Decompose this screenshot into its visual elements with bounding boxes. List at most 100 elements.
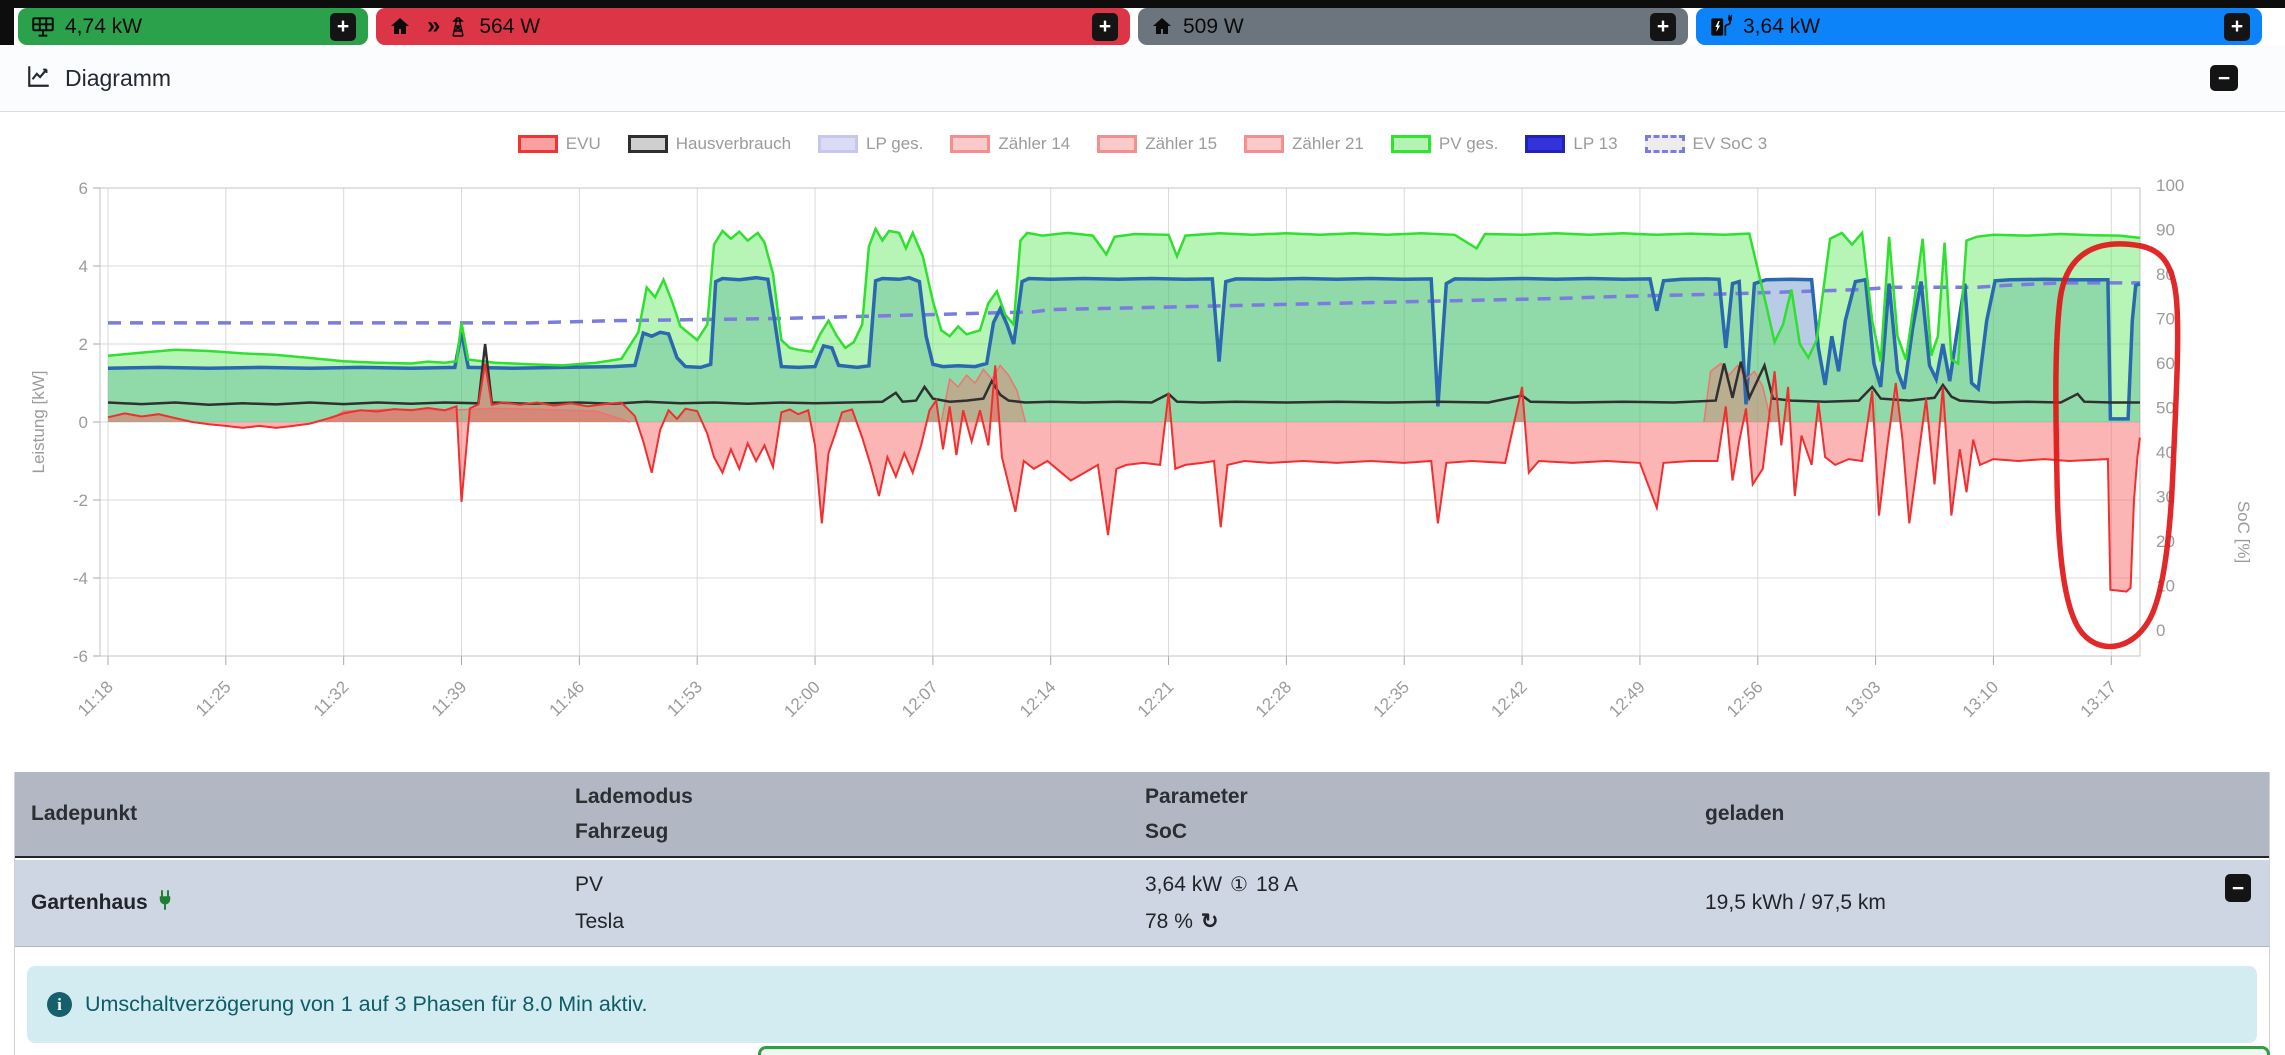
legend-label: EV SoC 3 (1692, 134, 1768, 153)
legend-item-hausverbrauch[interactable]: Hausverbrauch (627, 134, 792, 154)
series-area-Zähler 14 (326, 408, 630, 422)
x-axis-tick-label: 13:03 (1841, 677, 1885, 721)
y2-axis-tick-label: 70 (2156, 310, 2175, 329)
legend-swatch (1390, 135, 1431, 153)
x-axis-tick-label: 12:56 (1723, 677, 1767, 721)
tile-pv-power[interactable]: 4,74 kW + (18, 8, 368, 45)
charge-power: 3,64 kW (1145, 873, 1223, 897)
x-axis-tick-label: 12:21 (1134, 677, 1178, 721)
series-area-EVU (108, 363, 2140, 592)
series-line-PV ges. (107, 226, 2141, 367)
legend-item-ev-soc-3[interactable]: EV SoC 3 (1644, 134, 1768, 154)
x-axis-tick-label: 12:07 (898, 677, 942, 721)
house-expand-button[interactable]: + (1650, 12, 1676, 41)
y-axis-tick-label: 6 (79, 179, 88, 198)
chevrons-right-icon: » (427, 11, 441, 39)
pv-expand-button[interactable]: + (330, 12, 356, 41)
legend-swatch (1097, 135, 1138, 153)
series-line-Zähler 15 (940, 364, 1027, 423)
legend-item-lp-ges-[interactable]: LP ges. (818, 134, 923, 154)
legend-item-z-hler-21[interactable]: Zähler 21 (1244, 134, 1364, 154)
solar-panel-icon (30, 14, 56, 40)
x-axis-tick-label: 11:25 (192, 677, 235, 720)
legend-label: PV ges. (1438, 134, 1499, 153)
pv-power-value: 4,74 kW (65, 14, 143, 38)
series-area-Zähler 15 (941, 365, 1026, 422)
charged-energy: 19,5 kWh / 97,5 km (1705, 891, 1886, 915)
x-axis-tick-label: 11:39 (428, 677, 471, 720)
series-area-PV ges. (108, 228, 2140, 422)
y-axis-tick-label: -2 (73, 491, 88, 510)
transmission-tower-icon (446, 15, 470, 39)
legend-item-lp-13[interactable]: LP 13 (1525, 134, 1618, 154)
legend-swatch (1525, 135, 1566, 153)
chargepoint-power-value: 3,64 kW (1743, 14, 1821, 38)
grid-power-value: 564 W (479, 14, 541, 38)
series-line-Zähler 21 (1703, 362, 1772, 423)
tile-house-power[interactable]: 509 W + (1138, 8, 1688, 45)
x-axis-tick-label: 12:35 (1370, 677, 1414, 721)
diagram-panel-header[interactable]: Diagramm − (0, 45, 2285, 112)
tile-grid-power[interactable]: » 564 W + (376, 8, 1130, 45)
header-parameter: Parameter (1145, 784, 1248, 808)
legend-label: Zähler 14 (998, 134, 1071, 153)
phase-switch-alert: i Umschaltverzögerung von 1 auf 3 Phasen… (27, 966, 2257, 1043)
phase-count-icon: ① (1230, 873, 1248, 896)
chargepoint-expand-button[interactable]: + (2224, 12, 2250, 41)
x-axis-tick-label: 12:00 (780, 677, 824, 721)
charge-current: 18 A (1255, 873, 1299, 897)
legend-swatch (1644, 135, 1685, 153)
legend-item-z-hler-15[interactable]: Zähler 15 (1097, 134, 1217, 154)
left-dark-notch (0, 0, 14, 46)
y-axis-title: Leistung [kW] (29, 371, 48, 474)
legend-item-z-hler-14[interactable]: Zähler 14 (950, 134, 1070, 154)
diagram-panel-title: Diagramm (65, 64, 172, 91)
series-area-LP 13 (108, 277, 2140, 422)
legend-label: LP 13 (1573, 134, 1618, 153)
legend-item-pv-ges-[interactable]: PV ges. (1390, 134, 1499, 154)
plug-connected-icon (156, 889, 174, 916)
charge-mode: PV (575, 873, 604, 897)
y2-axis-tick-label: 60 (2156, 354, 2175, 373)
legend-label: Hausverbrauch (675, 134, 792, 153)
tile-chargepoint-power[interactable]: 3,64 kW + (1696, 8, 2262, 45)
header-ladepunkt: Ladepunkt (31, 802, 138, 826)
header-soc: SoC (1145, 820, 1187, 844)
chargepoint-row[interactable]: Gartenhaus PV Tesla 3,64 kW ① (15, 860, 2269, 947)
legend-swatch (517, 135, 558, 153)
chargepoint-name: Gartenhaus (31, 891, 148, 915)
header-lademodus: Lademodus (575, 784, 693, 808)
x-axis-tick-label: 12:49 (1605, 677, 1649, 721)
charging-station-icon (1708, 14, 1734, 40)
chargepoint-collapse-button[interactable]: − (2225, 874, 2251, 902)
grid-expand-button[interactable]: + (1092, 12, 1118, 41)
hand-drawn-circle-annotation (2053, 241, 2181, 650)
phase-switch-alert-text: Umschaltverzögerung von 1 auf 3 Phasen f… (85, 992, 648, 1016)
legend-swatch (627, 135, 668, 153)
chargepoint-table-header: Ladepunkt Lademodus Fahrzeug Parameter S… (15, 772, 2269, 858)
y-axis-tick-label: 2 (79, 335, 88, 354)
legend-swatch (818, 135, 859, 153)
legend-swatch (1244, 135, 1285, 153)
legend-item-evu[interactable]: EVU (517, 134, 601, 154)
chart-legend: EVU Hausverbrauch LP ges. Zähler 14 Zähler 1… (0, 134, 2285, 154)
chart-icon (26, 63, 52, 94)
soc-refresh-icon[interactable]: ↻ (1200, 909, 1219, 933)
house-icon (1150, 15, 1174, 39)
vehicle-name: Tesla (575, 909, 625, 933)
x-axis-tick-label: 12:28 (1252, 677, 1296, 721)
legend-swatch (950, 135, 991, 153)
series-line-LP 13 (107, 275, 2141, 421)
diagram-collapse-button[interactable]: − (2210, 65, 2238, 91)
top-dark-strip (0, 0, 2285, 8)
y-axis-tick-label: -6 (73, 647, 88, 666)
y2-axis-tick-label: 90 (2156, 221, 2175, 240)
x-axis-tick-label: 12:42 (1487, 677, 1531, 721)
header-geladen: geladen (1705, 802, 1785, 826)
vehicle-soc: 78 % (1145, 909, 1193, 933)
x-axis-tick-label: 11:32 (310, 677, 353, 720)
x-axis-tick-label: 11:18 (74, 677, 117, 720)
x-axis-tick-label: 11:53 (663, 677, 706, 720)
